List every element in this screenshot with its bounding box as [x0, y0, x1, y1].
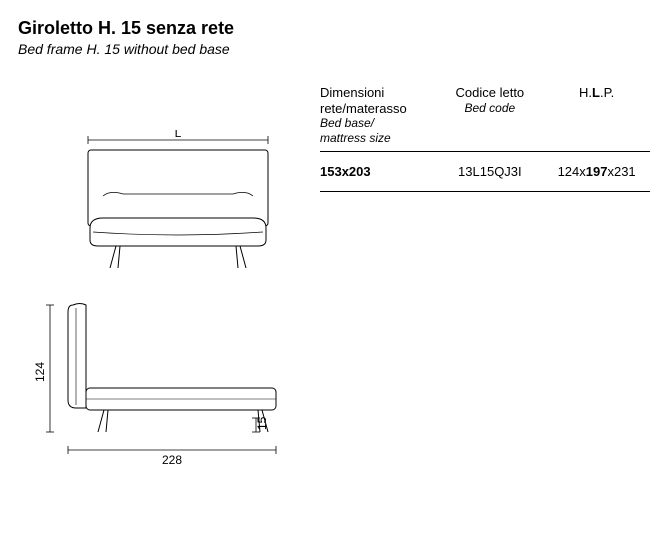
- title-sub: Bed frame H. 15 without bed base: [18, 41, 234, 57]
- front-base: [90, 218, 266, 246]
- front-headboard: [88, 150, 268, 226]
- side-legs: [98, 410, 268, 432]
- title-main: Giroletto H. 15 senza rete: [18, 18, 234, 39]
- cell-code: 13L15QJ3I: [436, 164, 543, 179]
- dim-label-L: L: [175, 130, 182, 140]
- technical-drawings: L: [18, 130, 288, 490]
- dim-label-228: 228: [162, 453, 182, 467]
- cell-hlp: 124x197x231: [543, 164, 650, 179]
- spec-table: Dimensioni rete/materasso Bed base/ matt…: [320, 85, 650, 192]
- side-headboard: [68, 304, 86, 409]
- dim-label-124: 124: [33, 362, 47, 382]
- table-header-row: Dimensioni rete/materasso Bed base/ matt…: [320, 85, 650, 152]
- table-row: 153x203 13L15QJ3I 124x197x231: [320, 152, 650, 192]
- front-legs: [110, 246, 246, 268]
- dim-label-15: 15: [255, 416, 269, 430]
- header-cell-hlp: H.L.P.: [543, 85, 650, 145]
- header-cell-code: Codice letto Bed code: [436, 85, 543, 145]
- cell-size: 153x203: [320, 164, 436, 179]
- header-cell-dimensions: Dimensioni rete/materasso Bed base/ matt…: [320, 85, 436, 145]
